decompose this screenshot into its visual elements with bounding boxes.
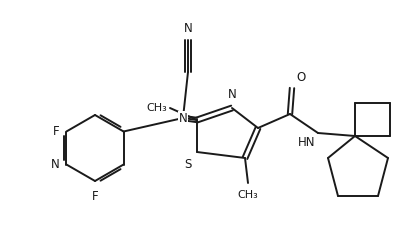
Text: N: N [183,22,192,35]
Text: O: O [296,71,305,84]
Text: HN: HN [297,136,315,149]
Text: N: N [178,112,187,125]
Text: CH₃: CH₃ [238,190,259,200]
Text: F: F [92,190,98,203]
Text: S: S [185,158,192,171]
Text: F: F [53,125,59,138]
Text: CH₃: CH₃ [146,103,167,113]
Text: N: N [228,88,236,101]
Text: N: N [51,158,59,171]
